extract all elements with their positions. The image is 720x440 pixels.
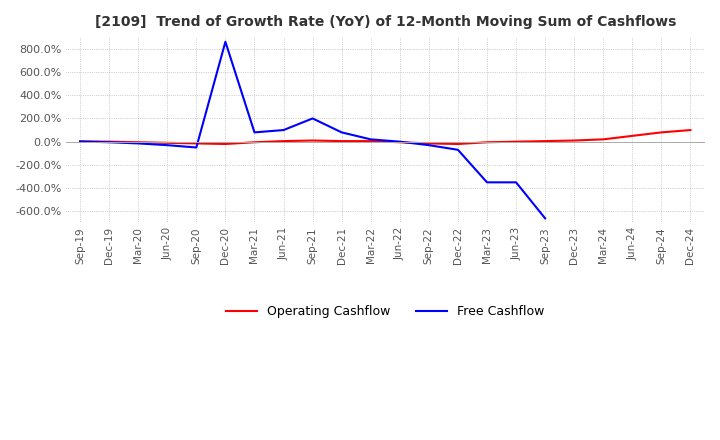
Title: [2109]  Trend of Growth Rate (YoY) of 12-Month Moving Sum of Cashflows: [2109] Trend of Growth Rate (YoY) of 12-… (94, 15, 676, 29)
Free Cashflow (250, 130, 258, 135)
Operating Cashflow (134, 139, 143, 145)
Free Cashflow (308, 116, 317, 121)
Free Cashflow (512, 180, 521, 185)
Free Cashflow (338, 130, 346, 135)
Operating Cashflow (570, 138, 579, 143)
Operating Cashflow (76, 139, 84, 144)
Operating Cashflow (250, 139, 258, 145)
Free Cashflow (482, 180, 491, 185)
Operating Cashflow (163, 140, 171, 146)
Operating Cashflow (425, 141, 433, 146)
Line: Operating Cashflow: Operating Cashflow (80, 130, 690, 144)
Free Cashflow (454, 147, 462, 152)
Free Cashflow (541, 216, 549, 221)
Operating Cashflow (338, 139, 346, 144)
Operating Cashflow (628, 133, 636, 139)
Operating Cashflow (105, 139, 114, 144)
Free Cashflow (105, 139, 114, 145)
Operating Cashflow (454, 141, 462, 147)
Free Cashflow (221, 39, 230, 44)
Operating Cashflow (686, 128, 695, 133)
Free Cashflow (425, 143, 433, 148)
Free Cashflow (366, 137, 375, 142)
Operating Cashflow (599, 137, 608, 142)
Line: Free Cashflow: Free Cashflow (80, 42, 545, 218)
Legend: Operating Cashflow, Free Cashflow: Operating Cashflow, Free Cashflow (221, 300, 549, 323)
Operating Cashflow (482, 139, 491, 145)
Operating Cashflow (279, 139, 288, 144)
Operating Cashflow (395, 139, 404, 145)
Free Cashflow (134, 141, 143, 146)
Operating Cashflow (657, 130, 666, 135)
Operating Cashflow (541, 139, 549, 144)
Operating Cashflow (308, 138, 317, 143)
Operating Cashflow (512, 139, 521, 144)
Operating Cashflow (366, 139, 375, 144)
Free Cashflow (163, 143, 171, 148)
Free Cashflow (192, 145, 201, 150)
Operating Cashflow (221, 141, 230, 147)
Free Cashflow (76, 139, 84, 144)
Operating Cashflow (192, 141, 201, 146)
Free Cashflow (395, 139, 404, 144)
Free Cashflow (279, 128, 288, 133)
